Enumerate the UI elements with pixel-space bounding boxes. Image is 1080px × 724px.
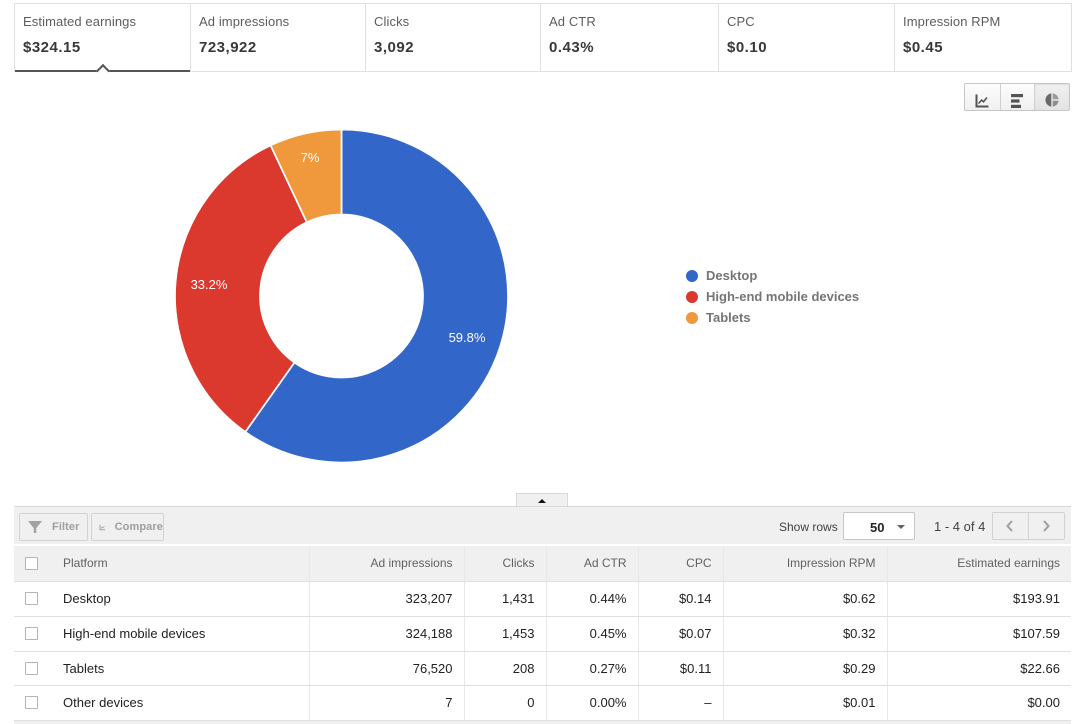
svg-text:59.8%: 59.8% [449, 330, 486, 345]
svg-text:7%: 7% [301, 150, 320, 165]
svg-text:33.2%: 33.2% [191, 277, 228, 292]
